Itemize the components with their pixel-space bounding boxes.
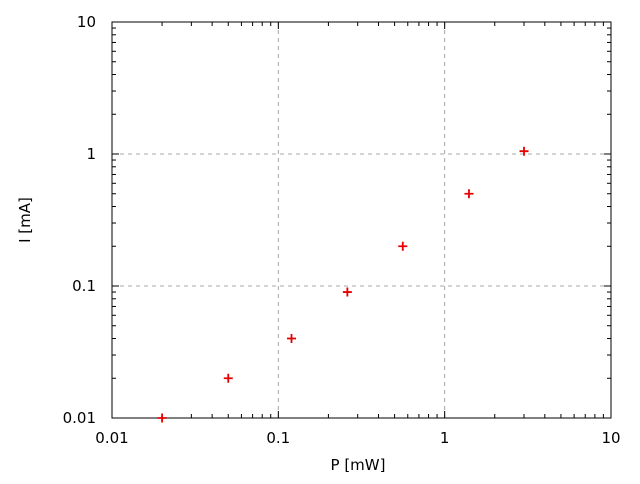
data-point-marker bbox=[519, 146, 529, 156]
plot-frame bbox=[111, 21, 612, 419]
series-layer bbox=[157, 146, 529, 423]
data-point-marker bbox=[223, 373, 233, 383]
x-axis-label: P [mW] bbox=[331, 456, 386, 474]
data-point-marker bbox=[342, 287, 352, 297]
y-tick-label-0.01: 0.01 bbox=[63, 409, 96, 427]
data-point-marker bbox=[398, 241, 408, 251]
y-tick-label-0.1: 0.1 bbox=[72, 277, 96, 295]
y-tick-label-1: 1 bbox=[86, 145, 96, 163]
data-point-marker bbox=[464, 189, 474, 199]
y-tick-label-10: 10 bbox=[77, 13, 96, 31]
ticks-layer bbox=[111, 21, 612, 419]
data-point-marker bbox=[157, 413, 167, 423]
x-tick-label-0.01: 0.01 bbox=[95, 429, 128, 447]
x-tick-label-10: 10 bbox=[601, 429, 620, 447]
x-tick-label-0.1: 0.1 bbox=[266, 429, 290, 447]
x-tick-label-1: 1 bbox=[440, 429, 450, 447]
y-axis-label: I [mA] bbox=[16, 197, 34, 243]
data-point-marker bbox=[287, 334, 297, 344]
grid-layer bbox=[112, 22, 611, 418]
